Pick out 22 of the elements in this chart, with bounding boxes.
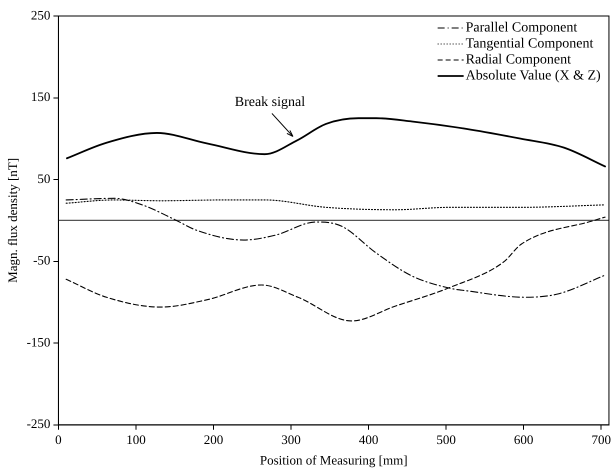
- annotation: Break signal: [234, 95, 306, 110]
- y-tick-label: -250: [26, 416, 50, 432]
- x-tick-label: 0: [55, 432, 62, 448]
- y-tick-label: 250: [30, 7, 50, 22]
- x-tick-label: 400: [358, 432, 378, 448]
- y-axis-title: Magn. flux density [nT]: [5, 158, 20, 283]
- y-tick-label: -150: [26, 334, 50, 350]
- x-tick-label: 200: [204, 432, 224, 448]
- legend-label: Absolute Value (X & Z): [466, 68, 602, 84]
- x-axis-title: Position of Measuring [mm]: [260, 452, 408, 468]
- legend-label: Radial Component: [466, 52, 572, 68]
- legend-label: Parallel Component: [466, 20, 578, 36]
- line-series: [66, 117, 606, 168]
- y-tick-label: 150: [30, 89, 50, 104]
- x-tick-label: 500: [436, 432, 456, 448]
- x-tick-label: 600: [514, 432, 534, 448]
- x-tick-label: 100: [126, 432, 146, 448]
- y-tick-label: 50: [37, 170, 50, 186]
- legend-label: Tangential Component: [466, 36, 594, 52]
- y-tick-label: -50: [33, 252, 50, 268]
- x-tick-label: 700: [591, 432, 611, 448]
- x-tick-label: 300: [281, 432, 301, 448]
